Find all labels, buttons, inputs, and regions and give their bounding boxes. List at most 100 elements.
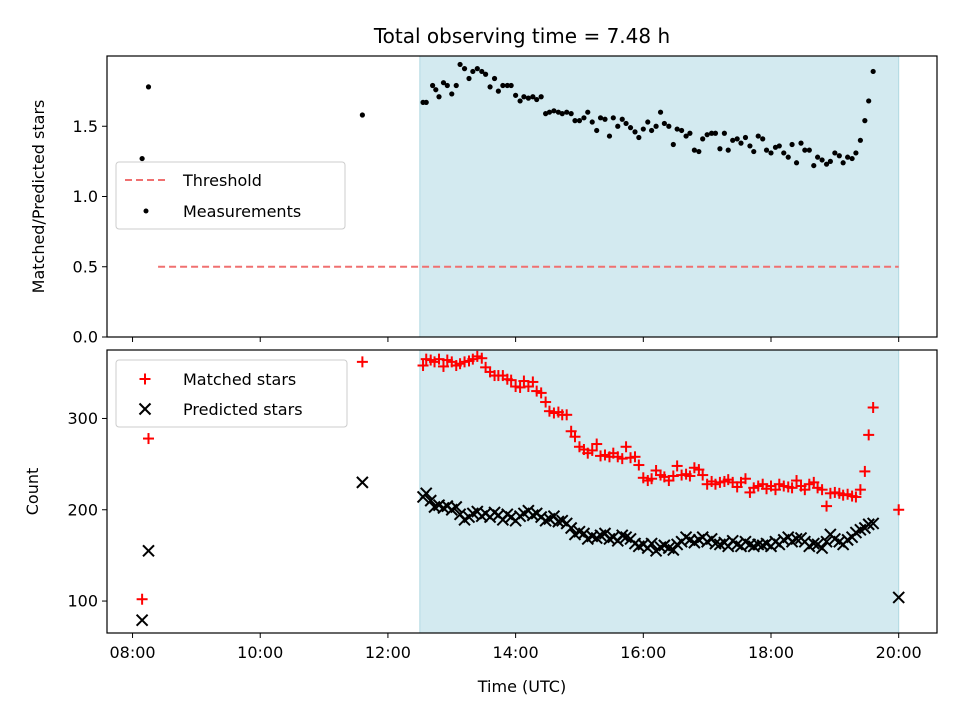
top-axes-frame: [106, 55, 938, 338]
measurement-point: [444, 82, 450, 89]
measurement-point: [145, 84, 152, 90]
measurement-point: [785, 154, 791, 160]
predicted-star-point: [135, 614, 149, 627]
bottom-legend-box: [115, 359, 348, 428]
measurement-point: [449, 91, 455, 97]
measurement-point: [585, 109, 591, 115]
measurement-point: [594, 127, 600, 134]
measurement-point: [827, 158, 833, 164]
measurement-point: [806, 147, 812, 153]
predicted-star-point: [564, 521, 578, 535]
matched-star-point: [863, 429, 875, 441]
measurement-point: [610, 115, 616, 121]
legend-plus-marker: [139, 373, 151, 385]
measurement-point: [504, 82, 510, 89]
measurement-point: [666, 123, 672, 129]
matched-star-point: [859, 465, 871, 477]
predicted-star-point: [862, 518, 875, 531]
measurement-point: [776, 143, 782, 149]
measurement-point: [538, 94, 544, 100]
measurement-point: [440, 80, 447, 86]
measurement-point: [734, 136, 740, 142]
measurement-point: [430, 82, 436, 89]
measurement-point: [674, 126, 680, 132]
measurement-point: [704, 132, 710, 138]
measurement-point: [534, 96, 540, 103]
measurement-point: [453, 82, 459, 89]
measurement-point: [433, 87, 439, 93]
predicted-star-point: [790, 532, 803, 546]
measurement-point: [721, 130, 727, 136]
measurement-point: [568, 111, 574, 117]
measurement-point: [747, 143, 753, 149]
top-legend-box: [115, 161, 346, 230]
measurement-point: [815, 154, 821, 160]
legend-measurements-swatch: [143, 208, 149, 214]
measurement-point: [696, 148, 702, 155]
predicted-star-point: [820, 535, 833, 548]
legend-x-marker: [138, 402, 152, 416]
measurement-point: [139, 155, 145, 162]
measurement-point: [836, 153, 842, 159]
measurement-point: [479, 68, 485, 75]
matched-star-point: [561, 409, 573, 421]
measurement-point: [760, 136, 766, 142]
predicted-star-point: [730, 538, 744, 551]
x-axis-label: Time (UTC): [477, 677, 566, 696]
matched-star-point: [854, 484, 866, 496]
measurement-point: [627, 125, 634, 131]
measurement-point: [500, 82, 506, 89]
measurement-point: [798, 140, 804, 146]
predicted-star-point: [356, 476, 369, 489]
observing-window-shade: [419, 349, 900, 634]
legend-matched-label: Matched stars: [183, 370, 296, 389]
measurement-point: [649, 127, 655, 134]
measurement-point: [576, 118, 583, 124]
predicted-star-point: [577, 527, 591, 540]
matched-star-point: [633, 459, 645, 471]
measurement-point: [763, 147, 770, 153]
matched-star-point: [646, 473, 658, 485]
x-tick-label: 10:00: [237, 643, 283, 662]
legend-measurements-label: Measurements: [183, 202, 301, 221]
matched-star-point: [671, 460, 683, 472]
matched-star-point: [540, 396, 552, 408]
bottom-y-axis-label: Count: [23, 468, 42, 516]
predicted-star-point: [815, 541, 829, 555]
measurement-point: [679, 127, 685, 134]
measurement-point: [508, 82, 514, 89]
bottom-y-tick-label: 100: [67, 592, 98, 611]
measurement-point: [517, 98, 523, 104]
measurement-point: [683, 133, 689, 139]
measurement-point: [661, 120, 667, 127]
measurement-point: [819, 157, 825, 163]
measurement-point: [619, 116, 625, 122]
measurement-point: [466, 75, 472, 82]
measurement-point: [823, 161, 830, 167]
matched-star-point: [136, 593, 148, 605]
measurement-point: [742, 134, 749, 141]
measurement-point: [730, 137, 736, 143]
measurement-point: [513, 92, 519, 98]
measurement-point: [597, 115, 604, 121]
measurement-point: [495, 88, 501, 94]
legend-threshold-label: Threshold: [182, 171, 262, 190]
legend-matched-swatch: [139, 373, 151, 385]
measurement-point: [559, 111, 565, 117]
measurement-point: [589, 119, 595, 125]
measurement-point: [717, 146, 723, 152]
measurement-point: [530, 94, 536, 100]
matched-star-point: [356, 356, 368, 368]
top-y-tick-label: 1.0: [73, 187, 98, 206]
predicted-star-point: [807, 537, 820, 550]
predicted-star-point: [892, 591, 905, 604]
measurement-point: [870, 68, 876, 75]
predicted-star-point: [424, 494, 437, 507]
measurement-point: [793, 160, 800, 166]
measurement-point: [781, 150, 787, 156]
measurement-point: [811, 162, 817, 169]
measurement-point: [474, 66, 480, 72]
bottom-y-tick-label: 300: [67, 409, 98, 428]
top-y-tick-label: 0.0: [73, 328, 98, 347]
bottom-legend: Matched stars Predicted stars: [115, 359, 348, 428]
